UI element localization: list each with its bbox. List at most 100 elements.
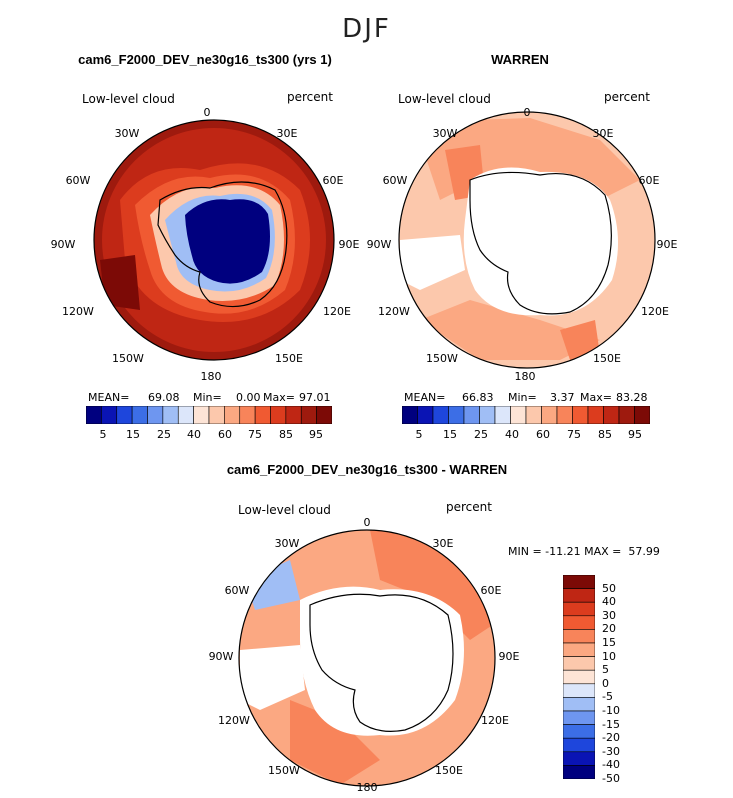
lon-label: 30E (592, 127, 614, 140)
lon-label: 150E (593, 352, 621, 365)
lon-label: 120E (481, 714, 509, 727)
colorbar-tick: 15 (126, 428, 140, 441)
lon-label: 150W (112, 352, 144, 365)
lon-label: 60W (224, 584, 250, 597)
colorbar-box (86, 406, 102, 424)
colorbar-box (563, 629, 595, 644)
colorbar-tick: 25 (157, 428, 171, 441)
colorbar-tick: -20 (602, 731, 620, 745)
colorbar-box (563, 656, 595, 671)
colorbar-tick: 5 (415, 428, 423, 441)
colorbar-tick: -40 (602, 758, 620, 772)
colorbar-tick: 95 (628, 428, 642, 441)
variable-label: Low-level cloud (398, 92, 491, 106)
lon-label: 0 (523, 106, 531, 119)
field-patch (420, 300, 600, 360)
colorbar-tick: 5 (99, 428, 107, 441)
mean-label: MEAN= (88, 391, 130, 404)
colorbar-box (556, 406, 573, 424)
colorbar-tick: 15 (443, 428, 457, 441)
colorbar-box (563, 737, 595, 753)
colorbar-tick: 85 (598, 428, 612, 441)
colorbar-tick: 10 (602, 649, 616, 663)
panel-title: cam6_F2000_DEV_ne30g16_ts300 (yrs 1) (78, 52, 332, 67)
min-label: Min= (193, 391, 222, 404)
map-panel-2 (399, 112, 655, 368)
colorbar-box (572, 406, 589, 424)
colorbar-box (316, 406, 332, 424)
colorbar-box (563, 588, 595, 603)
colorbar-tick: 40 (505, 428, 519, 441)
colorbar-tick: 95 (309, 428, 323, 441)
colorbar-box (147, 406, 164, 424)
lon-label: 60W (65, 174, 91, 187)
variable-label: Low-level cloud (82, 92, 175, 106)
lon-label: 120E (641, 305, 669, 318)
colorbar-2 (402, 406, 650, 424)
lon-label: 180 (356, 781, 378, 794)
colorbar-tick: 15 (602, 636, 616, 649)
lon-label: 150W (426, 352, 458, 365)
colorbar-tick: 40 (187, 428, 201, 441)
colorbar-box (402, 406, 418, 424)
field-plateau (185, 199, 270, 284)
colorbar-box (116, 406, 133, 424)
colorbar-tick: 40 (602, 595, 616, 609)
colorbar-tick: 85 (279, 428, 293, 441)
colorbar-box (563, 669, 595, 685)
colorbar-tick: -15 (602, 717, 620, 731)
colorbar-box (563, 697, 595, 712)
lon-label: 60W (382, 174, 408, 187)
min-value: 0.00 (236, 391, 261, 404)
max-label: Max= (263, 391, 295, 404)
lon-label: 90W (50, 238, 76, 251)
lon-label: 120E (323, 305, 351, 318)
field-missing (240, 645, 305, 710)
colorbar-box (162, 406, 179, 424)
colorbar-tick: 30 (602, 608, 616, 622)
lon-label: 30E (276, 127, 298, 140)
field-patch (560, 320, 600, 360)
colorbar-box (618, 406, 635, 424)
colorbar-box (494, 406, 511, 424)
colorbar-box (510, 406, 527, 424)
lon-label: 120W (62, 305, 94, 318)
colorbar-box (479, 406, 496, 424)
colorbar-tick: 60 (218, 428, 232, 441)
min-label: Min= (508, 391, 537, 404)
field-patch (100, 255, 140, 310)
lon-label: 0 (203, 106, 211, 119)
max-value: 97.01 (299, 391, 331, 404)
colorbar-box (563, 724, 595, 739)
lon-label: 120W (218, 714, 250, 727)
lon-label: 90W (208, 650, 234, 663)
max-value: 83.28 (616, 391, 648, 404)
field-missing (400, 235, 465, 290)
lon-label: 0 (363, 516, 371, 529)
lon-label: 30W (274, 537, 300, 550)
colorbar-tick: 25 (474, 428, 488, 441)
colorbar-tick: -5 (602, 690, 613, 704)
lon-label: 90E (338, 238, 360, 251)
map-border (93, 119, 335, 361)
mean-label: MEAN= (404, 391, 446, 404)
colorbar-box (432, 406, 449, 424)
map-border (238, 529, 496, 787)
colorbar-tick: 5 (602, 663, 609, 677)
lon-label: 90E (498, 650, 520, 663)
colorbar-tick: 60 (536, 428, 550, 441)
map-border (398, 111, 656, 369)
units-label: percent (446, 500, 492, 514)
colorbar-box (254, 406, 271, 424)
colorbar-box (270, 406, 287, 424)
colorbar-box (525, 406, 542, 424)
lon-label: 150E (275, 352, 303, 365)
colorbar-box (563, 765, 595, 779)
field-missing (300, 586, 464, 736)
variable-label: Low-level cloud (238, 503, 331, 517)
colorbar-tick: -10 (602, 704, 620, 717)
lon-label: 150W (268, 764, 300, 777)
units-label: percent (604, 90, 650, 104)
colorbar-box (300, 406, 317, 424)
